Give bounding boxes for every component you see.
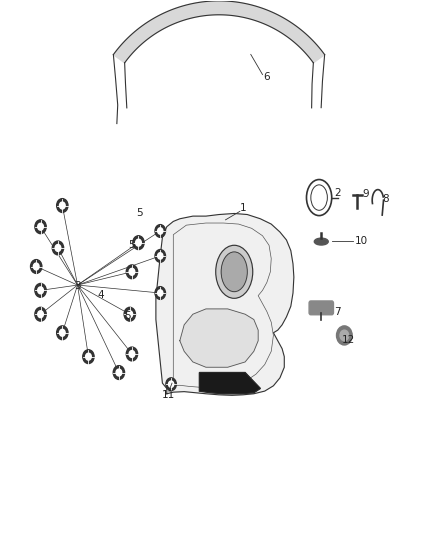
Circle shape [38, 223, 43, 230]
Text: 9: 9 [363, 189, 369, 199]
Text: 7: 7 [334, 306, 341, 317]
Polygon shape [199, 373, 260, 394]
Circle shape [166, 378, 177, 391]
Circle shape [60, 202, 65, 209]
Circle shape [340, 330, 349, 341]
Circle shape [113, 366, 124, 379]
Circle shape [33, 263, 39, 270]
Circle shape [55, 245, 61, 252]
FancyBboxPatch shape [309, 301, 333, 315]
Ellipse shape [221, 252, 247, 292]
Circle shape [169, 381, 174, 387]
Circle shape [129, 351, 135, 358]
Circle shape [158, 228, 163, 234]
Circle shape [57, 199, 68, 213]
Circle shape [158, 290, 163, 296]
Polygon shape [156, 214, 294, 395]
Text: 10: 10 [355, 236, 368, 246]
Text: 2: 2 [334, 188, 341, 198]
Circle shape [126, 265, 138, 279]
Ellipse shape [314, 238, 328, 245]
Text: 6: 6 [264, 72, 270, 82]
Polygon shape [180, 309, 258, 367]
Circle shape [38, 311, 43, 318]
Text: 12: 12 [342, 335, 355, 345]
Circle shape [60, 329, 65, 336]
Polygon shape [113, 1, 325, 63]
Text: 5: 5 [137, 208, 143, 219]
Ellipse shape [216, 245, 253, 298]
Circle shape [124, 308, 135, 321]
Circle shape [158, 253, 163, 259]
Circle shape [155, 287, 166, 300]
Circle shape [57, 326, 68, 340]
Circle shape [155, 249, 166, 262]
Circle shape [35, 220, 46, 233]
Circle shape [35, 308, 46, 321]
Text: 8: 8 [382, 193, 389, 204]
Circle shape [85, 353, 91, 360]
Circle shape [31, 260, 42, 273]
Text: 4: 4 [97, 289, 104, 300]
Circle shape [136, 239, 141, 246]
Circle shape [129, 268, 135, 275]
Circle shape [83, 350, 94, 364]
Circle shape [52, 241, 64, 255]
Circle shape [133, 236, 144, 249]
Circle shape [126, 347, 138, 361]
Text: 5: 5 [124, 311, 131, 321]
Text: 3: 3 [74, 281, 81, 291]
Circle shape [336, 326, 352, 345]
Circle shape [35, 284, 46, 297]
Text: 11: 11 [162, 390, 175, 400]
Text: 1: 1 [240, 203, 247, 213]
Circle shape [38, 287, 43, 294]
Circle shape [116, 369, 122, 376]
Circle shape [155, 224, 166, 237]
Text: 5: 5 [129, 240, 135, 251]
Circle shape [127, 311, 133, 318]
